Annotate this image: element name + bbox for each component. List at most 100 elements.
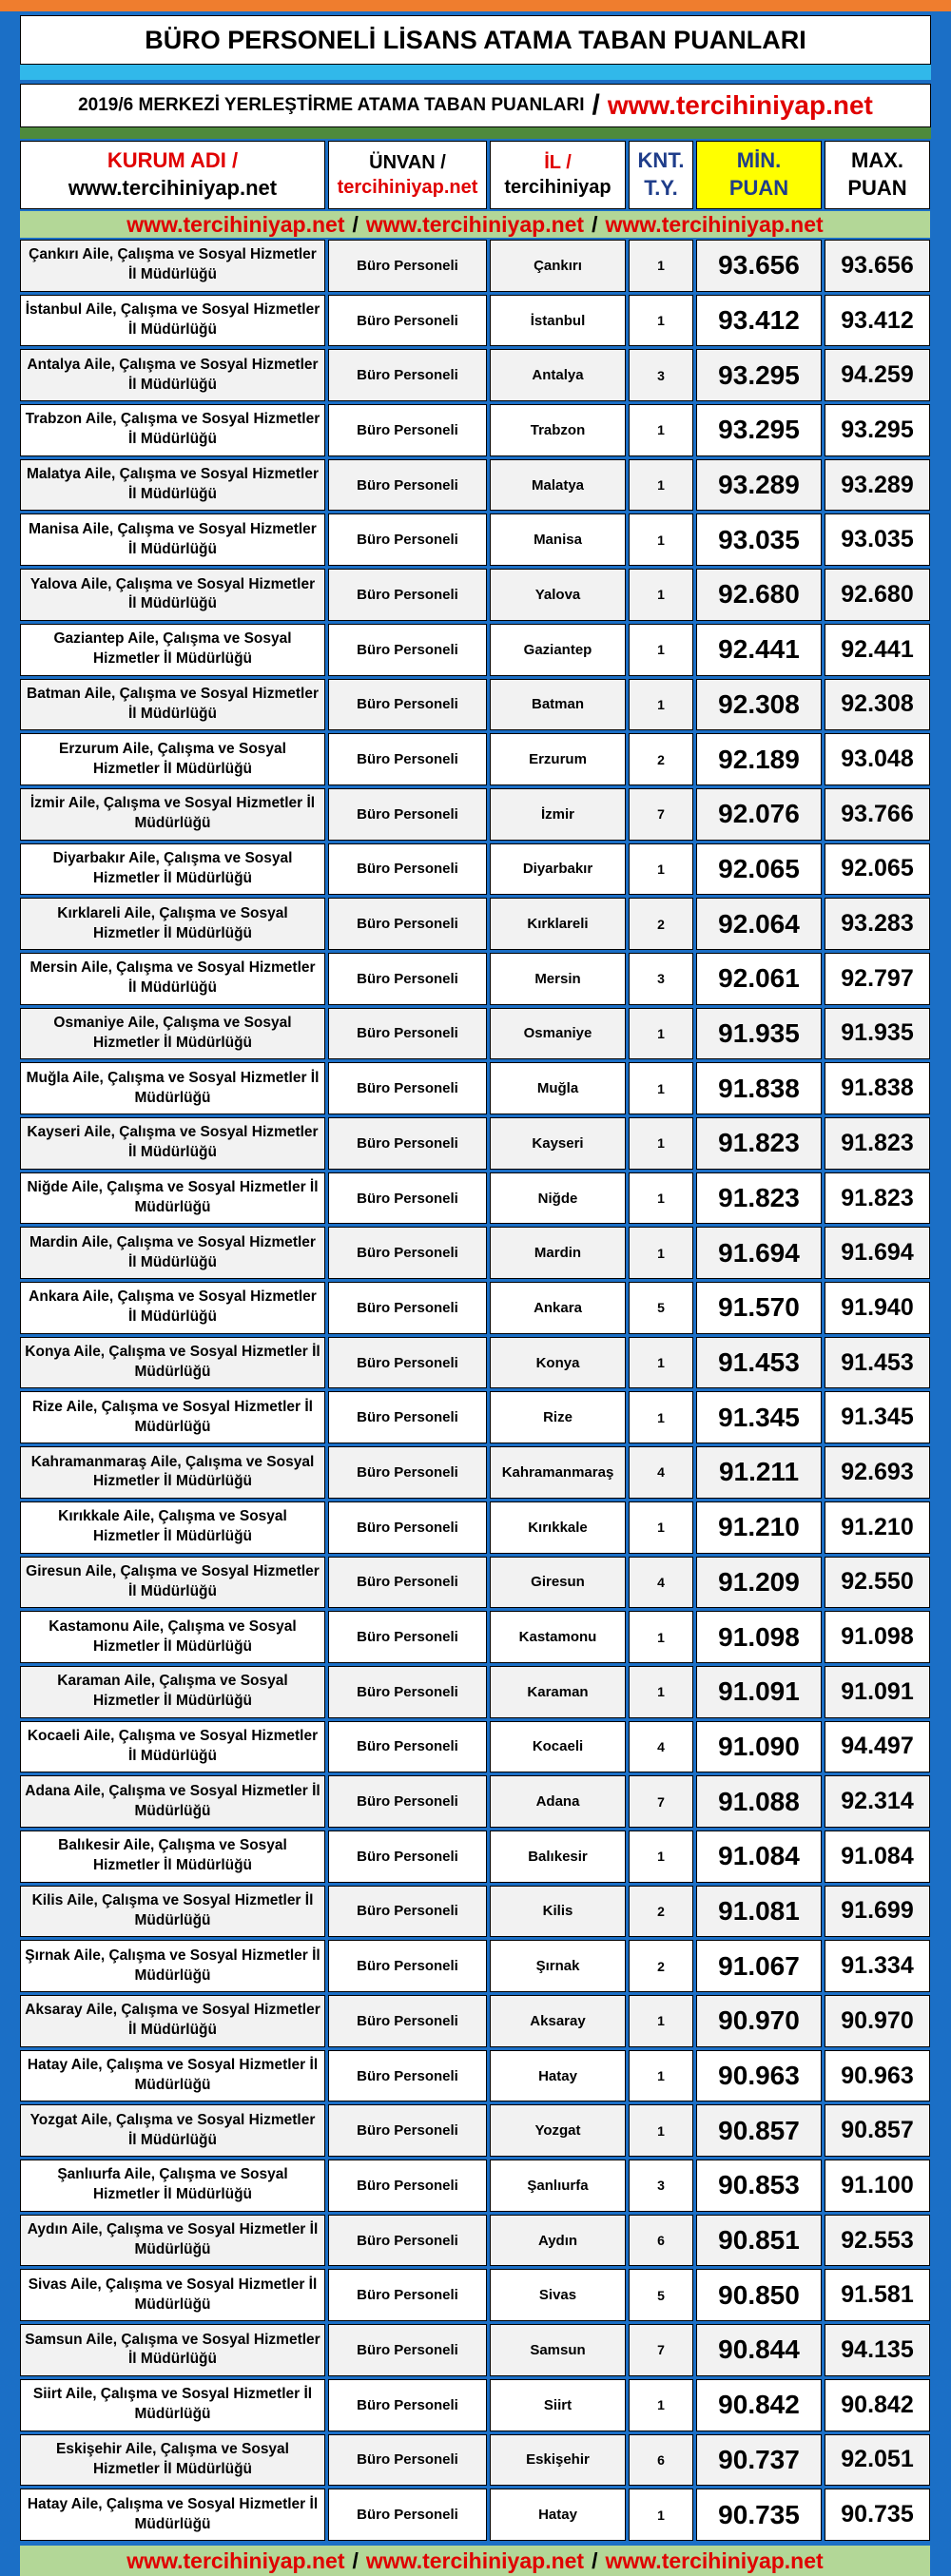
- table-cell: 90.735: [696, 2489, 822, 2541]
- table-row: Malatya Aile, Çalışma ve Sosyal Hizmetle…: [20, 458, 930, 512]
- header-cell: MİN. PUAN: [696, 141, 822, 209]
- table-cell: Büro Personeli: [328, 2049, 487, 2102]
- table-cell: Şanlıurfa Aile, Çalışma ve Sosyal Hizmet…: [20, 2160, 325, 2212]
- table-cell: 1: [629, 1007, 693, 1060]
- table-cell: Büro Personeli: [328, 1995, 487, 2047]
- table-row: Kayseri Aile, Çalışma ve Sosyal Hizmetle…: [20, 1117, 930, 1170]
- table-cell: Büro Personeli: [328, 1885, 487, 1938]
- table-cell: Şırnak Aile, Çalışma ve Sosyal Hizmetler…: [20, 1940, 325, 1992]
- table-cell: Büro Personeli: [328, 240, 487, 292]
- table-row: Osmaniye Aile, Çalışma ve Sosyal Hizmetl…: [20, 1007, 930, 1060]
- table-cell: 90.842: [825, 2378, 930, 2431]
- table-cell: 92.065: [696, 843, 822, 896]
- table-cell: 92.797: [825, 952, 930, 1005]
- table-cell: Yalova Aile, Çalışma ve Sosyal Hizmetler…: [20, 569, 325, 621]
- table-cell: 91.694: [825, 1227, 930, 1280]
- table-row: Kırıkkale Aile, Çalışma ve Sosyal Hizmet…: [20, 1501, 930, 1554]
- table-row: Diyarbakır Aile, Çalışma ve Sosyal Hizme…: [20, 843, 930, 896]
- table-cell: Konya: [490, 1336, 626, 1389]
- table-cell: 92.051: [825, 2433, 930, 2487]
- table-cell: 1: [629, 1830, 693, 1883]
- header-cell: KNT. T.Y.: [629, 141, 693, 209]
- table-cell: Büro Personeli: [328, 2378, 487, 2431]
- table-cell: Kahramanmaraş Aile, Çalışma ve Sosyal Hi…: [20, 1446, 325, 1499]
- table-cell: 5: [629, 2269, 693, 2322]
- table-cell: 1: [629, 240, 693, 292]
- banner-text: /: [592, 211, 598, 237]
- table-row: Mersin Aile, Çalışma ve Sosyal Hizmetler…: [20, 952, 930, 1005]
- table-cell: Büro Personeli: [328, 2214, 487, 2267]
- table-cell: 92.680: [825, 569, 930, 621]
- subtitle: 2019/6 MERKEZİ YERLEŞTİRME ATAMA TABAN P…: [78, 95, 585, 115]
- table-cell: Aydın Aile, Çalışma ve Sosyal Hizmetler …: [20, 2214, 325, 2267]
- table-row: Sivas Aile, Çalışma ve Sosyal Hizmetler …: [20, 2269, 930, 2322]
- banner: www.tercihiniyap.net / www.tercihiniyap.ne…: [20, 211, 930, 238]
- table-cell: 90.970: [696, 1995, 822, 2047]
- table-cell: 91.090: [696, 1720, 822, 1773]
- table-row: Kahramanmaraş Aile, Çalışma ve Sosyal Hi…: [20, 1446, 930, 1499]
- table-cell: 92.314: [825, 1775, 930, 1828]
- table-cell: Diyarbakır Aile, Çalışma ve Sosyal Hizme…: [20, 843, 325, 896]
- table-cell: Büro Personeli: [328, 513, 487, 567]
- header-cell: ÜNVAN / tercihiniyap.net: [328, 141, 487, 209]
- table-cell: Eskişehir Aile, Çalışma ve Sosyal Hizmet…: [20, 2433, 325, 2487]
- table-cell: Kırklareli: [490, 898, 626, 950]
- table-cell: Batman Aile, Çalışma ve Sosyal Hizmetler…: [20, 678, 325, 731]
- table-row: Antalya Aile, Çalışma ve Sosyal Hizmetle…: [20, 349, 930, 402]
- table-cell: Büro Personeli: [328, 294, 487, 347]
- table-cell: Kayseri: [490, 1117, 626, 1170]
- table-cell: 6: [629, 2214, 693, 2267]
- table-cell: Büro Personeli: [328, 1117, 487, 1170]
- table-cell: Gaziantep Aile, Çalışma ve Sosyal Hizmet…: [20, 623, 325, 676]
- header-text: tercihiniyap.net: [337, 177, 478, 198]
- table-cell: 91.581: [825, 2269, 930, 2322]
- table-cell: Büro Personeli: [328, 1062, 487, 1114]
- table-row: Ankara Aile, Çalışma ve Sosyal Hizmetler…: [20, 1282, 930, 1334]
- table-cell: Osmaniye Aile, Çalışma ve Sosyal Hizmetl…: [20, 1007, 325, 1060]
- table-cell: 91.091: [825, 1665, 930, 1718]
- table-row: Hatay Aile, Çalışma ve Sosyal Hizmetler …: [20, 2489, 930, 2541]
- table-cell: 92.065: [825, 843, 930, 896]
- table-cell: Diyarbakır: [490, 843, 626, 896]
- table-cell: 93.289: [825, 458, 930, 512]
- table-cell: 90.844: [696, 2324, 822, 2376]
- table-cell: 91.067: [696, 1940, 822, 1992]
- table-cell: 92.308: [825, 678, 930, 731]
- table-cell: 1: [629, 513, 693, 567]
- separator: /: [592, 89, 600, 121]
- header-text: ÜNVAN /: [369, 152, 446, 173]
- table-cell: 91.699: [825, 1885, 930, 1938]
- table-cell: Büro Personeli: [328, 952, 487, 1005]
- table-row: Muğla Aile, Çalışma ve Sosyal Hizmetler …: [20, 1062, 930, 1114]
- table-cell: 3: [629, 952, 693, 1005]
- table-cell: 92.693: [825, 1446, 930, 1499]
- table-cell: Büro Personeli: [328, 1336, 487, 1389]
- table-cell: Büro Personeli: [328, 1172, 487, 1225]
- table-cell: 1: [629, 569, 693, 621]
- table-cell: 93.035: [825, 513, 930, 567]
- table-cell: Büro Personeli: [328, 1556, 487, 1609]
- table-cell: 93.283: [825, 898, 930, 950]
- table-cell: 5: [629, 1282, 693, 1334]
- table-cell: Büro Personeli: [328, 1720, 487, 1773]
- table-row: Batman Aile, Çalışma ve Sosyal Hizmetler…: [20, 678, 930, 731]
- table-cell: 90.857: [825, 2104, 930, 2158]
- table-cell: 93.295: [696, 349, 822, 402]
- table-cell: Mardin Aile, Çalışma ve Sosyal Hizmetler…: [20, 1227, 325, 1280]
- banner-text: www.tercihiniyap.net: [126, 2547, 345, 2573]
- table-cell: Büro Personeli: [328, 1611, 487, 1663]
- table-cell: 93.035: [696, 513, 822, 567]
- table-cell: 1: [629, 1391, 693, 1444]
- table-cell: 91.570: [696, 1282, 822, 1334]
- table-cell: 91.098: [825, 1611, 930, 1663]
- header-text: www.tercihiniyap.net: [68, 176, 278, 200]
- table-cell: 1: [629, 1995, 693, 2047]
- table-row: İzmir Aile, Çalışma ve Sosyal Hizmetler …: [20, 787, 930, 841]
- table-cell: 1: [629, 294, 693, 347]
- table-cell: Büro Personeli: [328, 1665, 487, 1718]
- table-row: Kilis Aile, Çalışma ve Sosyal Hizmetler …: [20, 1885, 930, 1938]
- table-cell: Kocaeli: [490, 1720, 626, 1773]
- table-cell: 1: [629, 1172, 693, 1225]
- table-cell: Büro Personeli: [328, 1940, 487, 1992]
- table-cell: 3: [629, 2160, 693, 2212]
